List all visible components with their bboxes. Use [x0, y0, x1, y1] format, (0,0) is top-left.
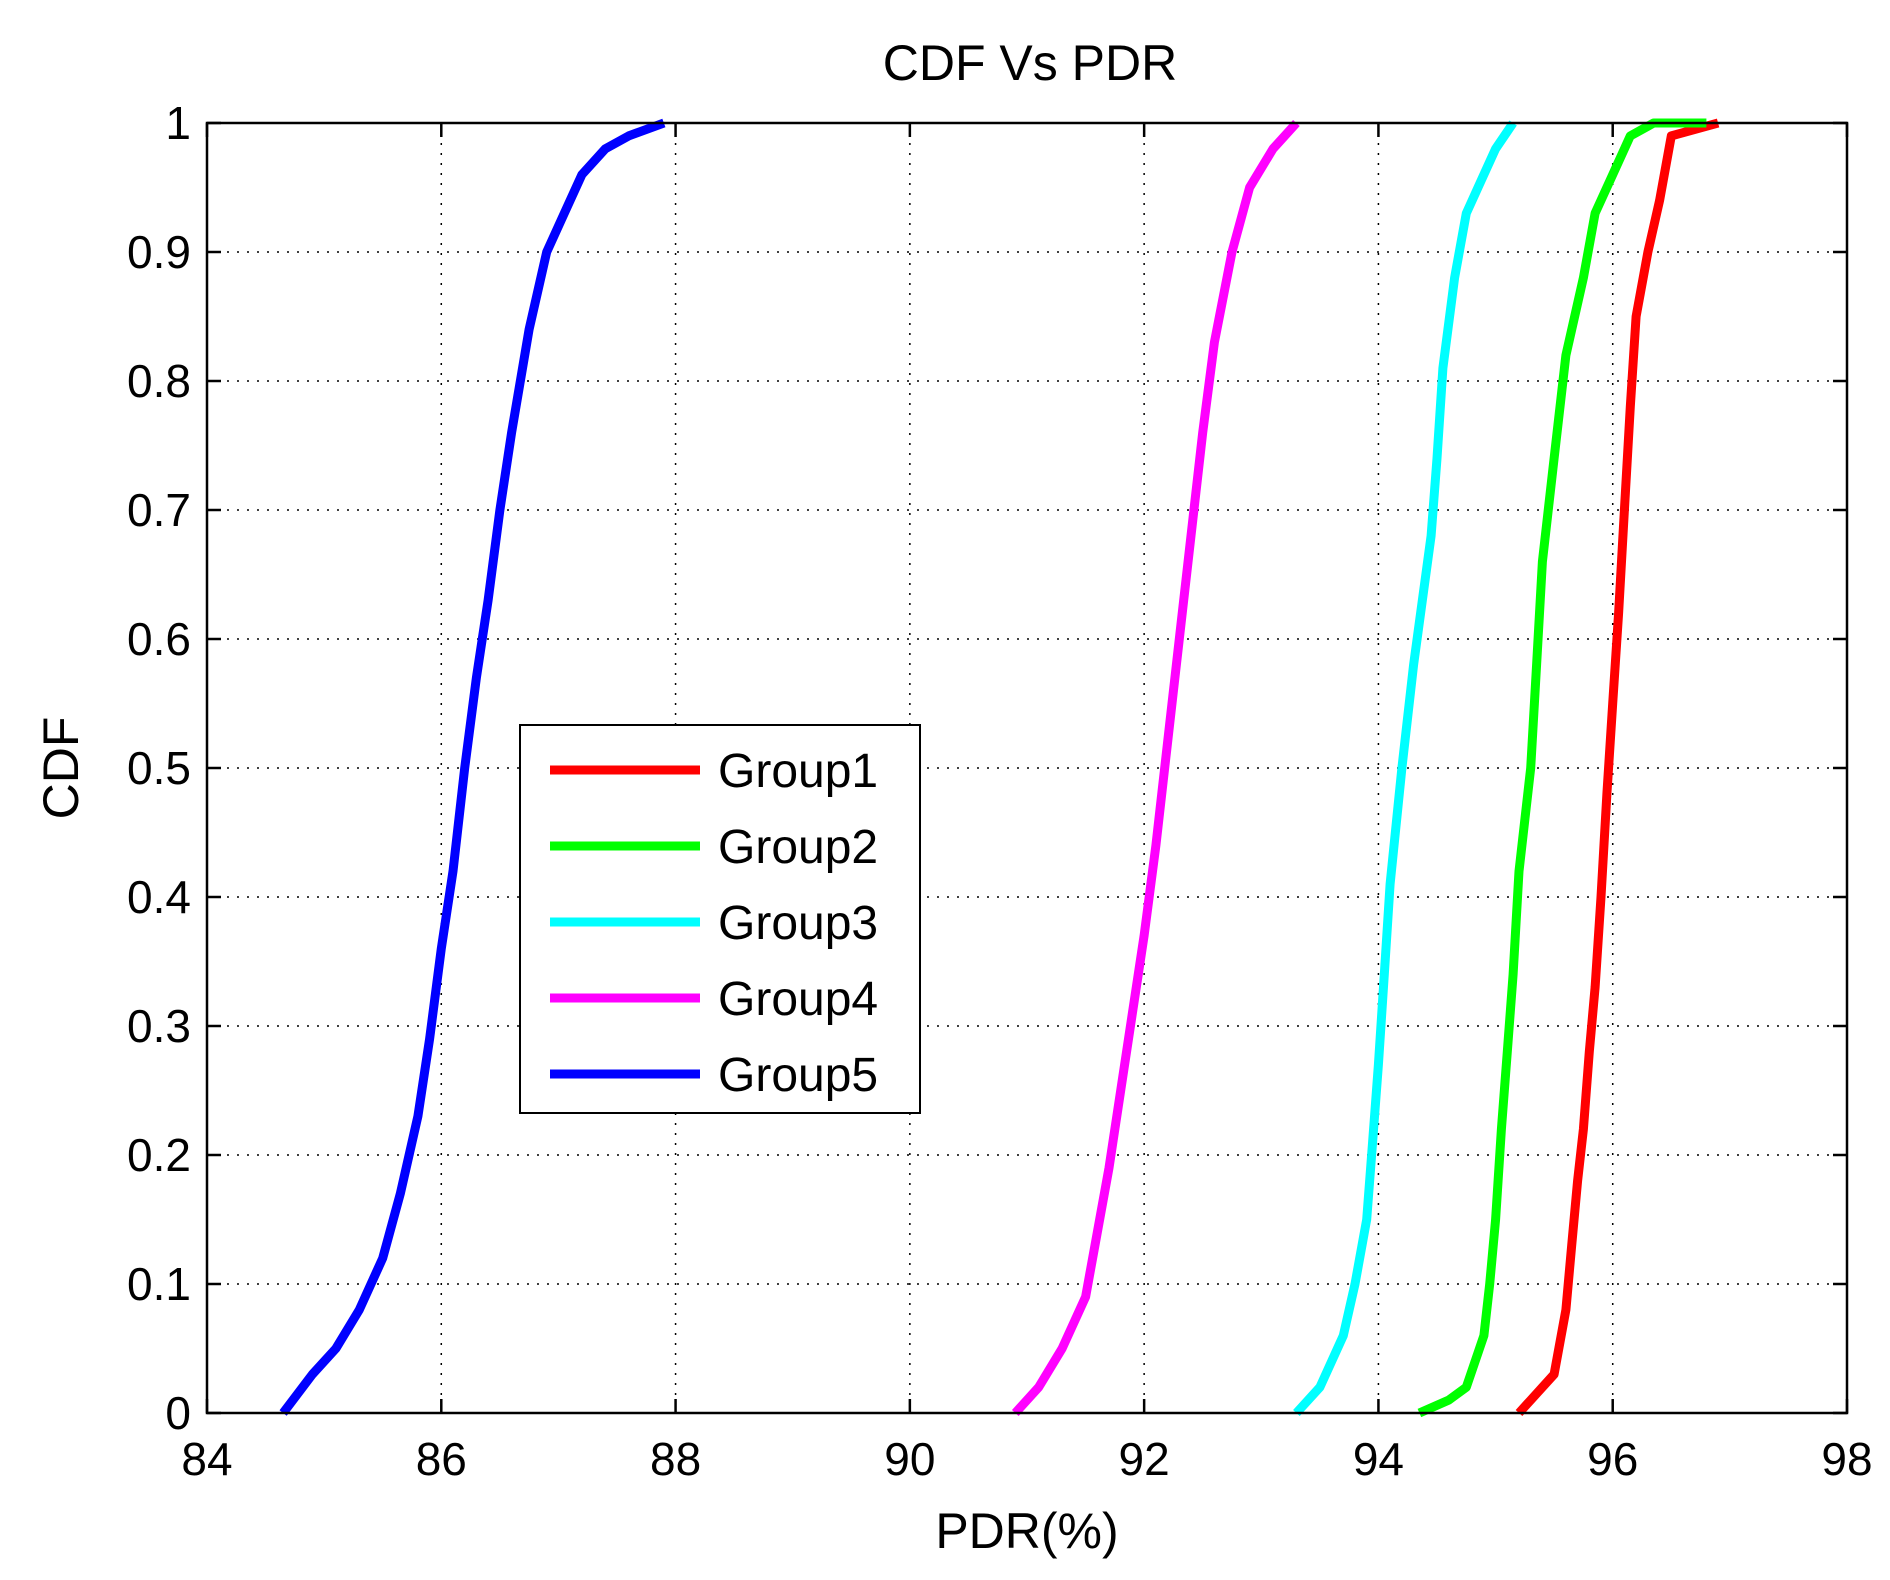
x-axis-label: PDR(%) [935, 1503, 1118, 1559]
x-tick-label: 86 [416, 1433, 467, 1485]
series-line-group1 [1515, 118, 1720, 1417]
x-tick-label: 92 [1119, 1433, 1170, 1485]
x-tick-label: 88 [650, 1433, 701, 1485]
legend-label-group5: Group5 [718, 1049, 878, 1102]
axis-ticks: 84 86 88 90 92 94 96 98 0 0.1 0.2 0.3 0.4 0.5 0.6 0.7 0.… [127, 97, 1873, 1485]
chart-title: CDF Vs PDR [883, 35, 1177, 91]
y-tick-label: 0.1 [127, 1258, 191, 1310]
legend: Group1 Group2 Group3 Group4 Group5 [519, 724, 921, 1114]
y-tick-label: 0 [165, 1387, 191, 1439]
legend-label-group2: Group2 [718, 821, 878, 874]
y-tick-label: 0.7 [127, 484, 191, 536]
y-tick-label: 0.5 [127, 742, 191, 794]
y-tick-label: 0.2 [127, 1129, 191, 1181]
x-tick-label: 98 [1821, 1433, 1872, 1485]
y-tick-label: 0.3 [127, 1000, 191, 1052]
x-tick-label: 96 [1587, 1433, 1638, 1485]
x-tick-label: 94 [1353, 1433, 1404, 1485]
y-tick-label: 0.6 [127, 613, 191, 665]
y-tick-label: 1 [165, 97, 191, 149]
series-line-group5 [279, 118, 666, 1416]
grid [207, 123, 1847, 1413]
y-tick-label: 0.4 [127, 871, 191, 923]
series-line-group2 [1417, 118, 1707, 1418]
series-line-group3 [1293, 120, 1517, 1417]
series-line-group4 [1011, 119, 1300, 1417]
legend-label-group4: Group4 [718, 973, 878, 1026]
legend-label-group3: Group3 [718, 897, 878, 950]
y-axis-label: CDF [33, 717, 89, 820]
x-tick-label: 90 [884, 1433, 935, 1485]
y-tick-label: 0.9 [127, 226, 191, 278]
x-tick-label: 84 [181, 1433, 232, 1485]
legend-label-group1: Group1 [718, 745, 878, 798]
series-lines [279, 118, 1720, 1418]
y-tick-label: 0.8 [127, 355, 191, 407]
